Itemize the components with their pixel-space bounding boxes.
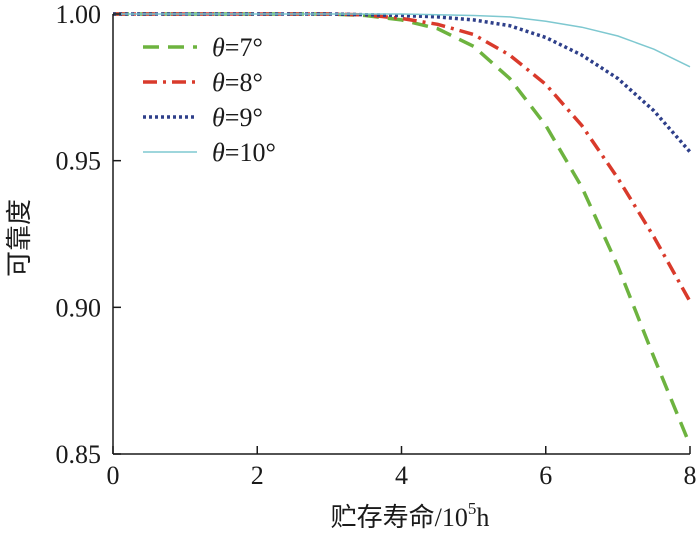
series-line-1 — [113, 12, 692, 446]
series-line-3 — [113, 12, 692, 154]
series-lines — [113, 12, 692, 446]
x-tick-label: 2 — [251, 461, 264, 490]
y-ticks: 1.00 0.95 0.90 0.85 — [56, 0, 121, 469]
y-tick-label: 0.90 — [56, 293, 102, 322]
x-axis-title-suffix: h — [476, 503, 489, 532]
legend-label-1: θ=7° — [212, 33, 263, 62]
series-line-4 — [113, 13, 691, 68]
x-tick-label: 0 — [107, 461, 120, 490]
x-axis-title-main: 贮存寿命/10 — [331, 503, 468, 532]
y-tick-label: 0.85 — [56, 440, 102, 469]
legend-label-3: θ=9° — [212, 103, 263, 132]
y-tick-label: 0.95 — [56, 147, 102, 176]
y-axis-title: 可靠度 — [5, 199, 34, 277]
x-tick-label: 6 — [539, 461, 552, 490]
x-ticks: 0 2 4 6 8 — [107, 446, 697, 490]
legend-label-2: θ=8° — [212, 68, 263, 97]
x-axis-title: 贮存寿命/105h — [331, 499, 490, 532]
series-line-2 — [113, 12, 692, 303]
y-tick-label: 1.00 — [56, 0, 102, 29]
legend: θ=7° θ=8° θ=9° θ=10° — [143, 33, 276, 167]
x-tick-label: 8 — [684, 461, 697, 490]
x-axis-title-sup: 5 — [468, 499, 477, 518]
axes — [112, 14, 690, 455]
x-tick-label: 4 — [395, 461, 408, 490]
legend-label-4: θ=10° — [212, 138, 276, 167]
